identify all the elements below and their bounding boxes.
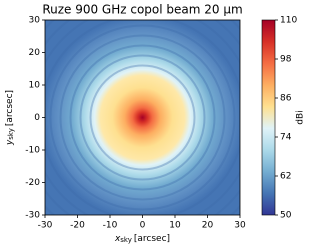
x-tick-label: -20 <box>70 221 85 231</box>
y-tick-label: -10 <box>25 146 40 156</box>
x-label-subscript: sky <box>120 236 132 244</box>
x-tick-label: 10 <box>169 221 181 231</box>
y-tick-label: 0 <box>34 113 40 123</box>
colorbar-tick-label: 98 <box>280 55 292 65</box>
y-axis-label: ysky [arcsec] <box>5 90 16 146</box>
x-tick-label: -30 <box>38 221 53 231</box>
y-tick-label: 30 <box>29 16 41 26</box>
chart: Ruze 900 GHz copol beam 20 μm xsky [arcse… <box>5 3 306 245</box>
y-tick-label: 20 <box>29 48 41 58</box>
colorbar-tick-label: 62 <box>280 172 291 182</box>
y-tick-label: 10 <box>29 81 41 91</box>
colorbar-tick-label: 50 <box>280 211 292 221</box>
y-label-unit: [arcsec] <box>5 90 15 126</box>
x-label-symbol: x <box>114 234 121 244</box>
x-tick-label: 30 <box>234 221 246 231</box>
x-label-unit: [arcsec] <box>134 234 170 244</box>
colorbar <box>261 19 276 216</box>
x-tick-label: -10 <box>103 221 118 231</box>
sidelobe-rings <box>45 20 240 215</box>
colorbar-tick-label: 86 <box>280 94 292 104</box>
colorbar-label: dBi <box>296 110 306 124</box>
beam-field <box>45 20 240 215</box>
x-tick-label: 0 <box>140 221 146 231</box>
x-axis-label: xsky [arcsec] <box>114 234 170 245</box>
colorbar-tick-label: 74 <box>280 133 292 143</box>
y-label-subscript: sky <box>7 128 15 140</box>
colorbar-tick-label: 110 <box>280 16 297 26</box>
y-label-symbol: y <box>5 139 15 146</box>
x-tick-label: 20 <box>202 221 214 231</box>
heatmap-image <box>45 20 240 215</box>
chart-title: Ruze 900 GHz copol beam 20 μm <box>42 3 242 17</box>
y-tick-label: -20 <box>25 178 40 188</box>
y-tick-label: -30 <box>25 211 40 221</box>
